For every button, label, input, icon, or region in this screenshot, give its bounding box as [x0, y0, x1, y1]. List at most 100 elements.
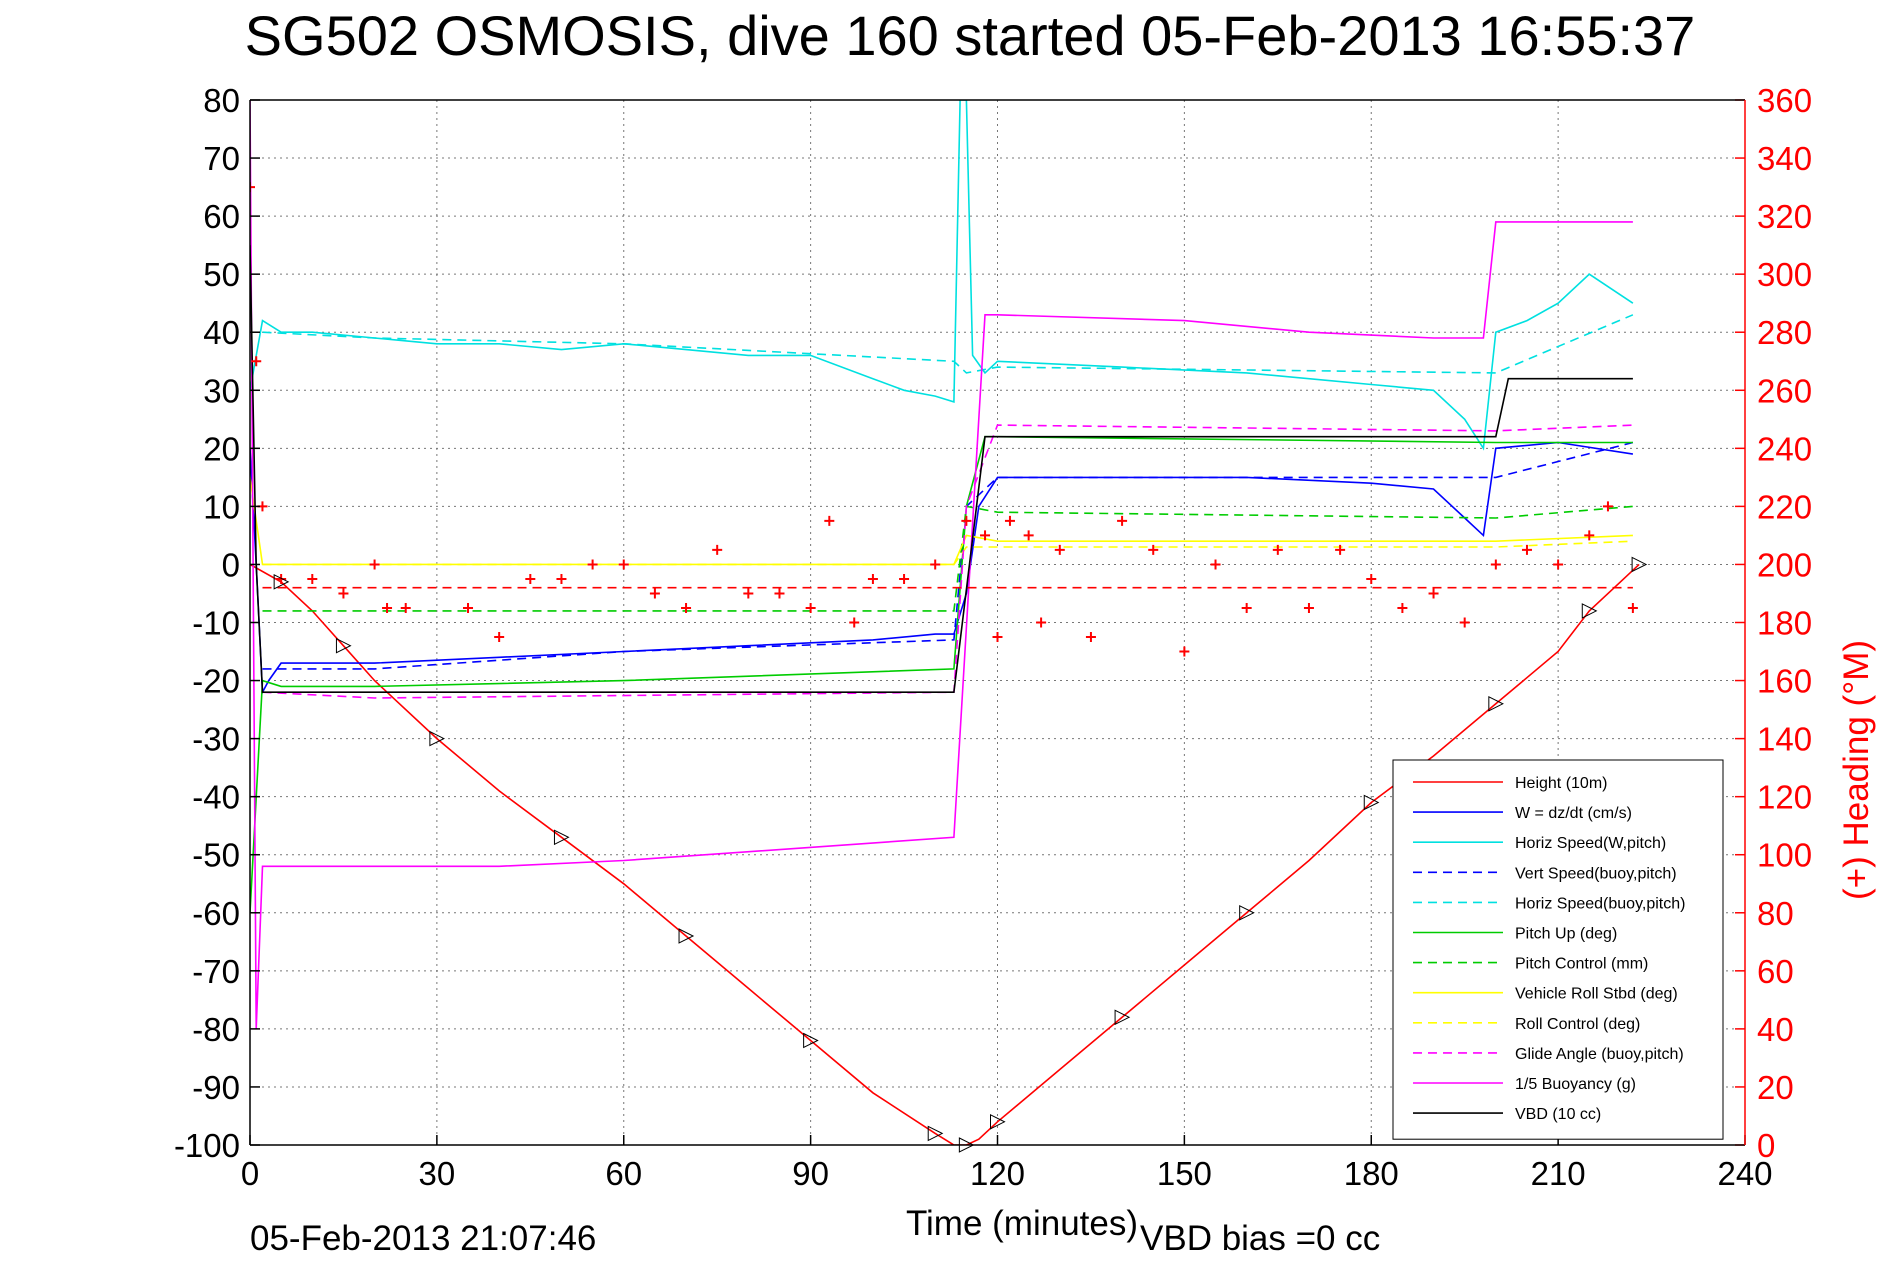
heading-point	[743, 588, 754, 599]
legend-entry: W = dz/dt (cm/s)	[1515, 805, 1632, 822]
chart-title: SG502 OSMOSIS, dive 160 started 05-Feb-2…	[245, 4, 1696, 67]
series-glide-angle-buoy-pitch	[262, 424, 1633, 699]
heading-point	[1397, 602, 1408, 613]
heading-point	[251, 356, 262, 367]
height-marker	[1239, 904, 1255, 921]
heading-point	[992, 632, 1003, 643]
legend-entry: Pitch Up (deg)	[1515, 926, 1617, 943]
x-tick-label: 60	[605, 1155, 642, 1192]
heading-point	[1036, 617, 1047, 628]
heading-point	[525, 573, 536, 584]
heading-point	[1366, 573, 1377, 584]
y-tick-label: -50	[192, 837, 240, 874]
series-height-10m	[250, 563, 1640, 1145]
legend-box	[1392, 759, 1724, 1140]
heading-point	[712, 544, 723, 555]
series-pitch-control-mm	[262, 505, 1633, 612]
y-right-tick-label: 240	[1757, 430, 1812, 467]
series-vert-speed-buoy-pitch	[262, 441, 1634, 670]
y-right-tick-label: 320	[1757, 198, 1812, 235]
y-tick-label: -60	[192, 895, 240, 932]
x-tick-label: 30	[419, 1155, 456, 1192]
heading-point	[1335, 544, 1346, 555]
footer-vbd-bias: VBD bias =0 cc	[1140, 1219, 1380, 1258]
y-right-tick-label: 80	[1757, 895, 1794, 932]
y-right-tick-label: 160	[1757, 663, 1812, 700]
heading-point	[824, 515, 835, 526]
y-right-tick-label: 340	[1757, 140, 1812, 177]
y-tick-label: 70	[203, 140, 240, 177]
y-tick-label: 80	[203, 82, 240, 119]
y-right-tick-label: 200	[1757, 546, 1812, 583]
y-right-tick-label: 100	[1757, 837, 1812, 874]
y-right-tick-label: 0	[1757, 1127, 1775, 1164]
legend-entry: 1/5 Buoyancy (g)	[1515, 1076, 1636, 1093]
legend-entry: Roll Control (deg)	[1515, 1016, 1640, 1033]
legend-entry: Pitch Control (mm)	[1515, 956, 1648, 973]
height-marker	[678, 928, 695, 944]
heading-point	[1272, 544, 1283, 555]
heading-point	[1303, 602, 1314, 613]
heading-point	[961, 515, 972, 526]
y-right-tick-label: 40	[1757, 1011, 1794, 1048]
series-roll-control-deg	[262, 540, 1633, 566]
height-marker	[1488, 695, 1504, 712]
series-horiz-speed-w-pitch	[250, 100, 1634, 451]
heading-point	[1117, 515, 1128, 526]
height-marker	[1114, 1009, 1131, 1026]
y-right-tick-label: 220	[1757, 488, 1812, 525]
heading-point	[1054, 544, 1065, 555]
y-tick-label: 30	[203, 372, 240, 409]
heading-point	[1521, 544, 1532, 555]
heading-point	[681, 602, 692, 613]
x-tick-label: 180	[1344, 1155, 1399, 1192]
y-right-tick-label: 180	[1757, 605, 1812, 642]
heading-point	[382, 602, 393, 613]
heading-point	[930, 559, 941, 570]
height-marker	[335, 637, 352, 654]
y-right-tick-label: 20	[1757, 1069, 1794, 1106]
height-marker	[429, 730, 445, 747]
heading-point	[980, 530, 991, 541]
x-tick-label: 90	[792, 1155, 829, 1192]
legend: Height (10m) W = dz/dt (cm/s) Horiz Speed(…	[1392, 759, 1724, 1140]
series-pitch-up-deg	[250, 435, 1633, 913]
footer-timestamp: 05-Feb-2013 21:07:46	[250, 1219, 596, 1258]
heading-point	[805, 602, 816, 613]
heading-point	[618, 559, 629, 570]
y-tick-label: 60	[203, 198, 240, 235]
heading-point	[250, 182, 255, 193]
height-marker	[1363, 794, 1380, 811]
legend-entry: Horiz Speed(W,pitch)	[1515, 835, 1666, 852]
y-tick-label: -70	[192, 953, 240, 990]
heading-point	[867, 573, 878, 584]
axes: 0 30 60 90 120 150 180 210 24080706050403020100-…	[174, 82, 1812, 1192]
height-marker	[990, 1113, 1006, 1130]
heading-point	[1627, 602, 1638, 613]
heading-point	[338, 588, 349, 599]
y-tick-label: -30	[192, 721, 240, 758]
y-axis-label-right: (+) Heading (°M)	[1837, 640, 1876, 900]
heading-point	[899, 573, 910, 584]
heading-point	[649, 588, 660, 599]
height-marker	[273, 574, 290, 590]
series-1-5-buoyancy-g	[250, 100, 1633, 1029]
height-marker	[553, 829, 570, 846]
height-marker	[803, 1032, 819, 1049]
heading-point	[1148, 544, 1159, 555]
series-horiz-speed-buoy-pitch	[262, 314, 1634, 374]
x-tick-label: 120	[970, 1155, 1025, 1192]
heading-point	[1210, 559, 1221, 570]
heading-point	[1085, 632, 1096, 643]
y-right-tick-label: 140	[1757, 721, 1812, 758]
y-tick-label: -20	[192, 663, 240, 700]
heading-point	[494, 632, 505, 643]
heading-point	[1459, 617, 1470, 628]
x-tick-label: 240	[1717, 1155, 1772, 1192]
y-tick-label: -90	[192, 1069, 240, 1106]
legend-entry: Vert Speed(buoy,pitch)	[1515, 865, 1677, 882]
heading-point	[400, 602, 411, 613]
legend-entry: VBD (10 cc)	[1515, 1106, 1601, 1123]
heading-point	[1428, 588, 1439, 599]
heading-point	[1602, 501, 1613, 512]
